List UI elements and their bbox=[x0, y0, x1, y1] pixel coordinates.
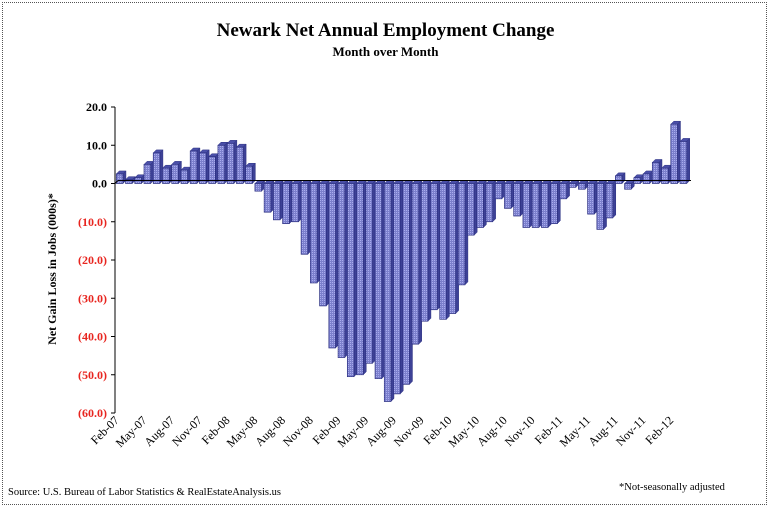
chart-subtitle: Month over Month bbox=[332, 44, 439, 59]
bar: May-08: -2 bbox=[254, 183, 262, 192]
bar: Jan-10: -35.5 bbox=[439, 183, 447, 320]
bar: Jan-12: 4 bbox=[661, 167, 669, 184]
bar: Feb-08: 10.5 bbox=[226, 142, 235, 184]
bar: Jul-09: -57 bbox=[383, 183, 392, 402]
x-tick-label: May-08 bbox=[224, 413, 261, 450]
bar: Apr-11: -1.5 bbox=[578, 183, 586, 190]
bar: Mar-07: 1 bbox=[125, 179, 133, 184]
bar: Sep-10: -8.5 bbox=[513, 183, 521, 217]
bar: Nov-11: 2.5 bbox=[642, 173, 651, 184]
bar: Oct-10: -11.5 bbox=[522, 183, 530, 228]
x-tick-label: May-11 bbox=[557, 413, 593, 449]
x-tick-label: May-09 bbox=[335, 413, 372, 450]
bar: Jul-07: 4 bbox=[162, 167, 170, 184]
bar: Jun-09: -51 bbox=[374, 183, 383, 379]
bar: Aug-11: 2 bbox=[615, 175, 623, 184]
x-tick-label: Aug-11 bbox=[585, 413, 621, 449]
bar: Aug-09: -55 bbox=[393, 183, 401, 395]
bar: Dec-08: -32 bbox=[319, 183, 327, 307]
bar: Feb-12: 15.5 bbox=[670, 123, 678, 184]
bar: Nov-07: 8 bbox=[199, 152, 207, 184]
x-tick-label: Nov-07 bbox=[169, 413, 205, 449]
source-note: Source: U.S. Bureau of Labor Statistics … bbox=[8, 487, 281, 498]
bar: Jan-09: -43 bbox=[328, 183, 336, 349]
bar: May-11: -8 bbox=[587, 183, 595, 215]
bar: Jun-11: -12 bbox=[596, 183, 604, 230]
bar: Nov-09: -36 bbox=[420, 183, 429, 322]
y-tick-label: (30.0) bbox=[78, 291, 107, 305]
bar: Apr-08: 4.5 bbox=[245, 165, 253, 184]
bar: Mar-09: -50.5 bbox=[346, 183, 355, 378]
bar: Apr-09: -50 bbox=[356, 183, 364, 376]
bar: Dec-10: -11.5 bbox=[541, 183, 549, 228]
bar: Mar-11: -1 bbox=[568, 183, 577, 188]
bar: May-07: 5 bbox=[143, 164, 152, 184]
bar-side-face bbox=[686, 137, 690, 185]
bar: Dec-07: 7 bbox=[208, 156, 216, 184]
bar: Nov-10: -11.5 bbox=[531, 183, 540, 228]
bar: Jun-08: -7.5 bbox=[263, 183, 272, 213]
bar: Dec-11: 5.5 bbox=[651, 162, 660, 184]
bar: Jan-11: -10.5 bbox=[550, 183, 558, 225]
x-tick-label: Nov-10 bbox=[502, 413, 538, 449]
bar: Aug-07: 5 bbox=[171, 164, 179, 184]
bar: Nov-08: -26 bbox=[310, 183, 318, 284]
y-tick-label: (50.0) bbox=[78, 368, 107, 382]
bar: Jul-11: -9 bbox=[605, 183, 614, 219]
bar: Aug-10: -6.5 bbox=[504, 183, 512, 209]
bar: Feb-11: -4 bbox=[559, 183, 567, 200]
bar: Jun-10: -10 bbox=[485, 183, 493, 223]
bar: Aug-08: -10.5 bbox=[282, 183, 290, 225]
x-tick-label: May-07 bbox=[113, 413, 150, 450]
bar: Oct-07: 8.5 bbox=[189, 150, 198, 184]
bar: May-09: -47 bbox=[365, 183, 373, 364]
y-tick-label: 20.0 bbox=[86, 100, 107, 114]
x-tick-label: May-10 bbox=[445, 413, 482, 450]
bar: Jul-10: -4 bbox=[494, 183, 503, 200]
bar: Oct-08: -18.5 bbox=[300, 183, 309, 255]
bar: Jun-07: 8 bbox=[152, 152, 161, 184]
x-tick-label: Feb-12 bbox=[642, 413, 676, 447]
footnote: *Not-seasonally adjusted bbox=[619, 482, 725, 493]
chart-title: Newark Net Annual Employment Change bbox=[216, 20, 555, 41]
bar: Sep-07: 3.5 bbox=[180, 169, 188, 184]
bar: Sep-11: -1.5 bbox=[624, 183, 632, 190]
bar: Oct-09: -42 bbox=[411, 183, 420, 345]
y-tick-label: (40.0) bbox=[78, 330, 107, 344]
bar: Jan-08: 10 bbox=[217, 144, 225, 184]
x-tick-label: Aug-10 bbox=[474, 413, 510, 449]
bar: May-10: -11.5 bbox=[476, 183, 484, 228]
bar: Apr-10: -13.5 bbox=[467, 183, 475, 236]
bar: Mar-12: 11 bbox=[679, 141, 688, 184]
y-tick-label: (20.0) bbox=[78, 253, 107, 267]
bar-side-face bbox=[612, 179, 617, 219]
bar: Dec-09: -33 bbox=[430, 183, 438, 311]
x-tick-label: Aug-08 bbox=[252, 413, 288, 449]
bar: Jul-08: -9.5 bbox=[273, 183, 281, 221]
y-tick-label: 0.0 bbox=[92, 177, 107, 191]
x-tick-label: Nov-11 bbox=[613, 413, 649, 449]
bar: Sep-08: -10 bbox=[291, 183, 299, 223]
x-tick-label: Nov-09 bbox=[391, 413, 427, 449]
y-tick-label: 10.0 bbox=[86, 138, 107, 152]
bar: Feb-07: 2.5 bbox=[115, 173, 124, 184]
bar: Sep-09: -52.5 bbox=[402, 183, 410, 385]
y-tick-label: (10.0) bbox=[78, 215, 107, 229]
bar: Mar-10: -26.5 bbox=[457, 183, 466, 286]
bar: Feb-09: -45.5 bbox=[337, 183, 346, 358]
y-tick-label: (60.0) bbox=[78, 406, 107, 420]
zero-baseline-edge bbox=[114, 180, 119, 184]
x-tick-label: Nov-08 bbox=[280, 413, 316, 449]
bar: Feb-10: -34 bbox=[448, 183, 457, 314]
bar: Mar-08: 9.5 bbox=[236, 146, 244, 184]
x-tick-label: Aug-09 bbox=[363, 413, 399, 449]
x-tick-label: Aug-07 bbox=[141, 413, 177, 449]
